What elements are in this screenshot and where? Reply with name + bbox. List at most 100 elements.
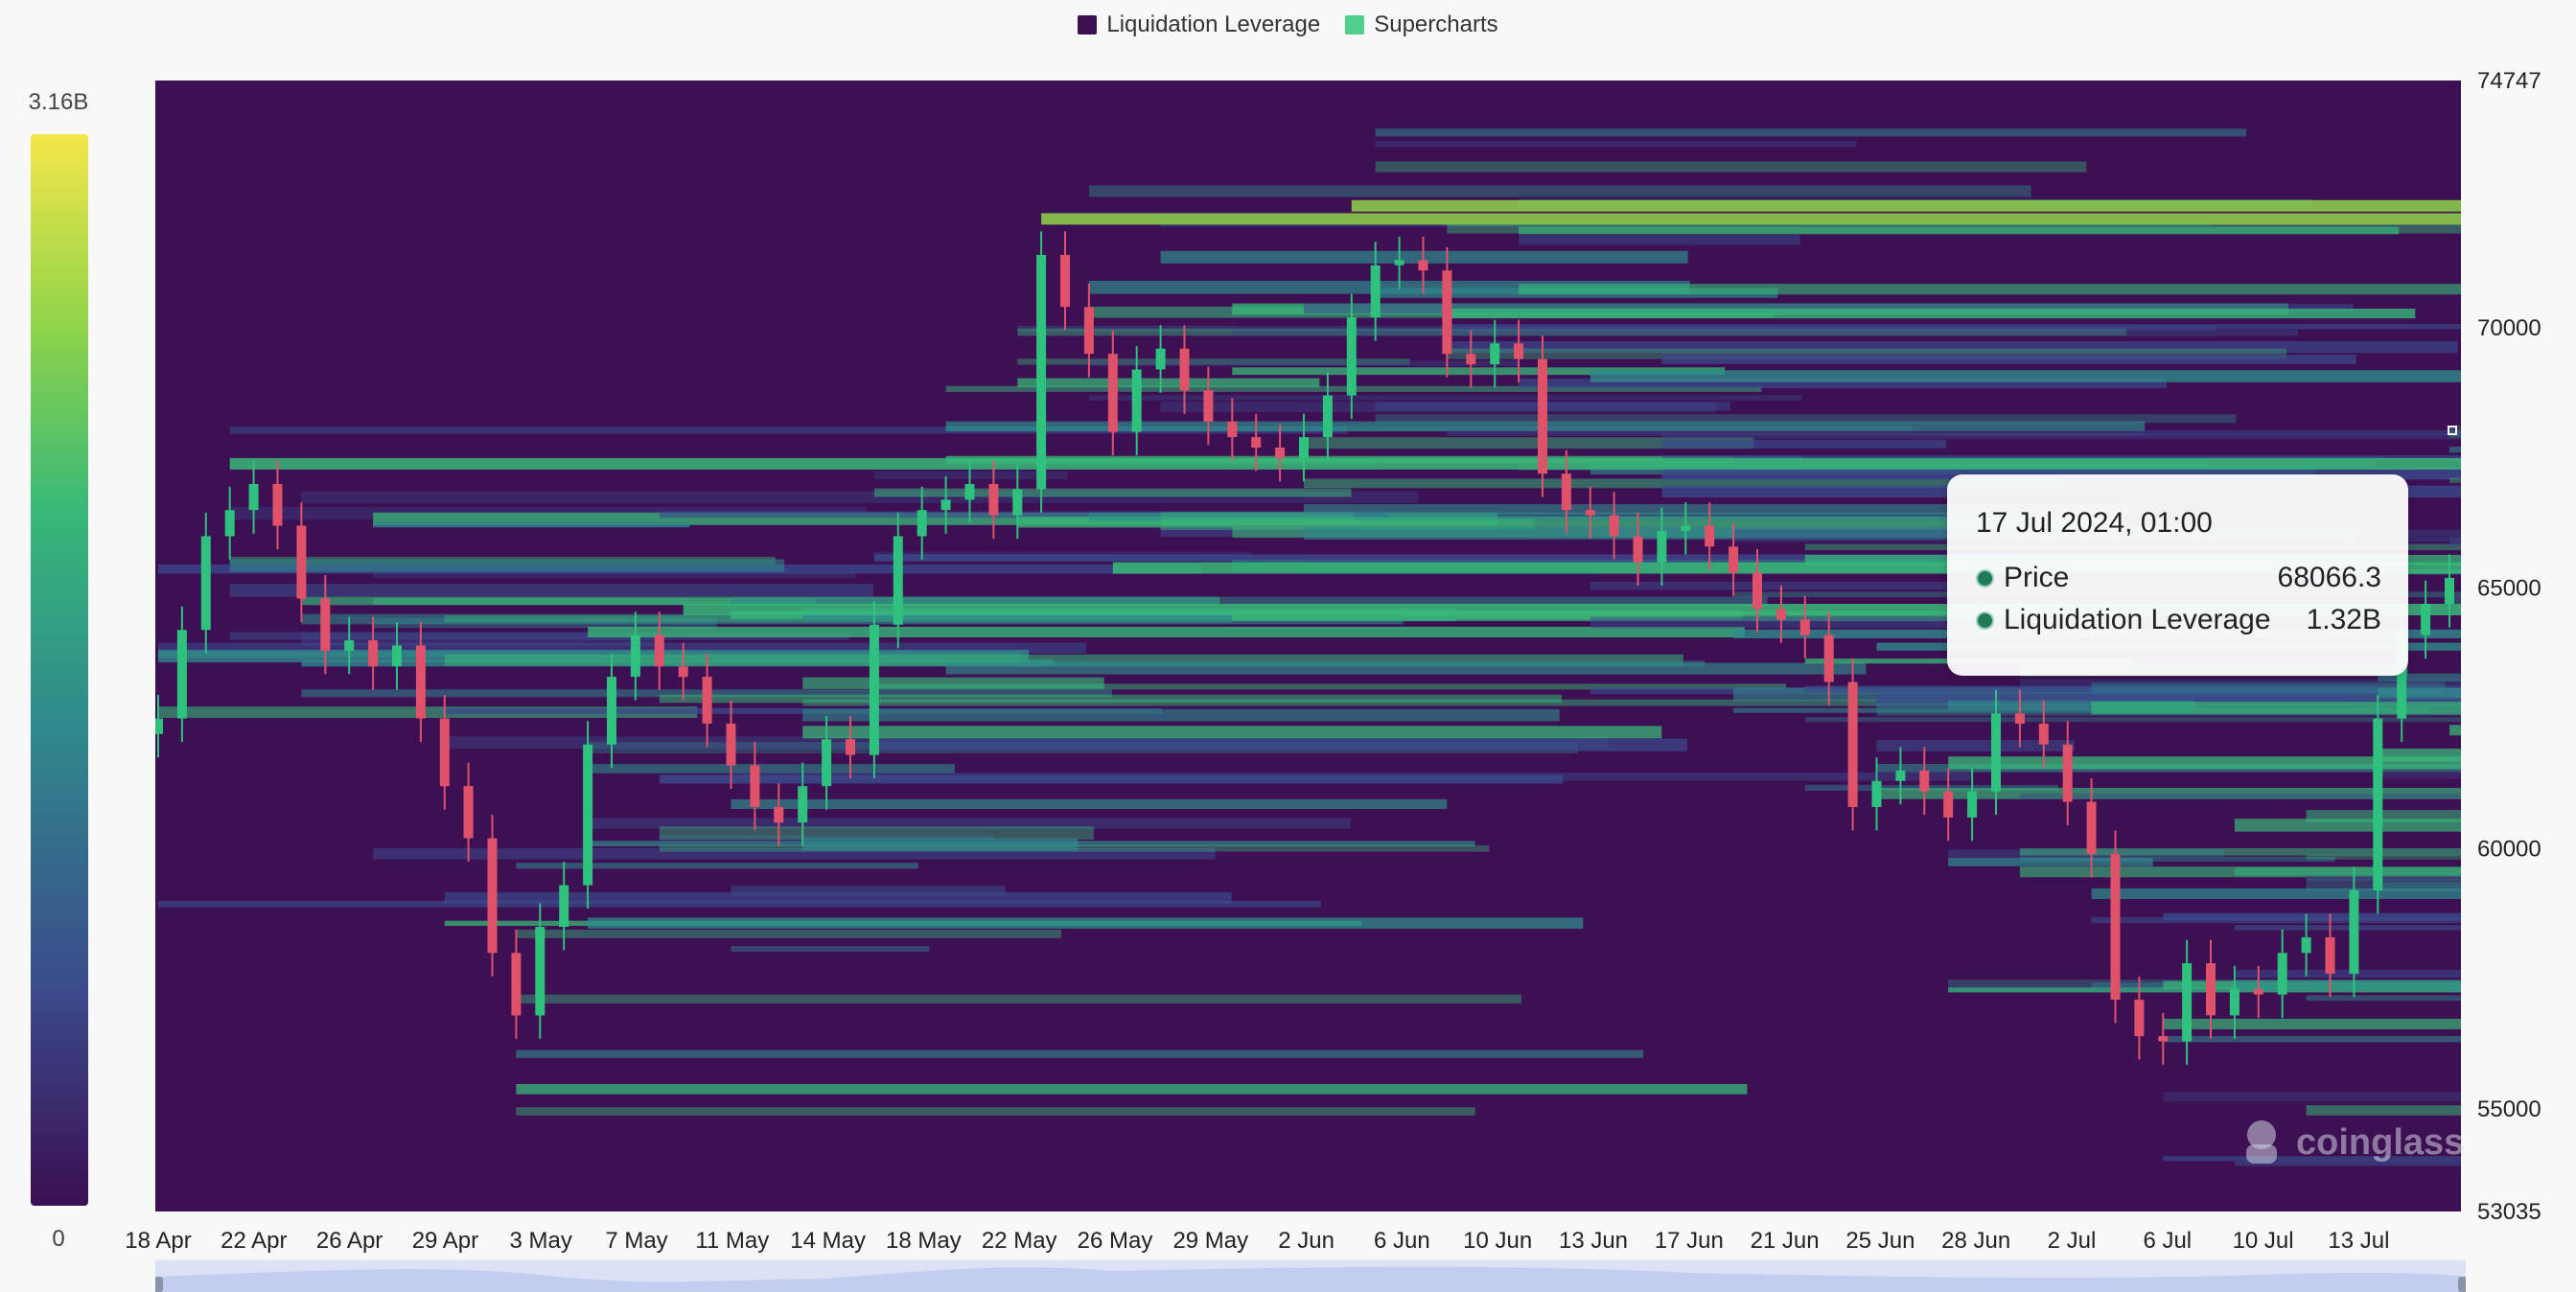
x-tick-label: 7 May xyxy=(605,1228,667,1254)
heatmap-band xyxy=(2091,702,2461,715)
candle-body xyxy=(1847,681,1858,807)
candle-body xyxy=(2206,963,2216,1016)
x-tick-label: 26 May xyxy=(1078,1228,1153,1254)
candle-body xyxy=(869,624,879,755)
heatmap-band xyxy=(1948,756,2461,770)
candle-body xyxy=(1490,343,1500,364)
heatmap-band xyxy=(1661,440,1947,449)
liquidation-dot-icon xyxy=(1976,611,1994,630)
heatmap-band xyxy=(802,708,1560,722)
candle-body xyxy=(415,645,426,719)
heatmap-band xyxy=(1304,504,2129,515)
candle-body xyxy=(248,484,259,511)
heatmap-band xyxy=(2163,1018,2461,1029)
candle-body xyxy=(1012,489,1023,516)
candle-body xyxy=(1418,260,1428,271)
heatmap-band xyxy=(2091,693,2346,700)
y-tick-label: 55000 xyxy=(2477,1096,2541,1122)
heatmap-band xyxy=(2163,1036,2461,1043)
candle-body xyxy=(964,484,975,500)
heatmap-band xyxy=(945,426,1912,432)
heatmap-band xyxy=(2306,810,2461,822)
heatmap-band xyxy=(588,764,955,773)
candle-body xyxy=(155,718,163,734)
heatmap-band xyxy=(2019,848,2461,856)
heatmap-band xyxy=(444,892,1232,904)
candle-body xyxy=(224,510,235,537)
heatmap-band xyxy=(373,847,1216,860)
x-tick-label: 11 May xyxy=(695,1228,769,1254)
candle-body xyxy=(1107,354,1118,432)
legend-swatch-icon xyxy=(1345,15,1365,35)
heatmap-band xyxy=(873,738,1687,751)
tooltip-row-name: Price xyxy=(2004,562,2070,593)
heatmap-band xyxy=(1876,740,2075,751)
heatmap-band xyxy=(2234,867,2461,876)
heatmap-band xyxy=(1232,329,2298,336)
heatmap-band xyxy=(516,1107,1475,1116)
heatmap-band xyxy=(1375,161,2087,173)
heatmap-band xyxy=(873,551,1251,563)
heatmap-band xyxy=(2163,1156,2461,1162)
x-tick-label: 2 Jun xyxy=(1278,1228,1334,1254)
legend-item[interactable]: Liquidation Leverage xyxy=(1078,12,1320,38)
heatmap-band xyxy=(2449,725,2461,736)
candle-body xyxy=(1227,421,1238,438)
candle-body xyxy=(1729,546,1739,573)
heatmap-band xyxy=(1804,784,2059,791)
y-tick-label: 60000 xyxy=(2477,837,2541,863)
heatmap-band xyxy=(1232,611,2033,622)
scroller-left-handle[interactable] xyxy=(155,1277,163,1292)
heatmap-band xyxy=(2019,856,2335,863)
heatmap-band xyxy=(873,683,1786,690)
heatmap-band xyxy=(731,885,1006,896)
candle-body xyxy=(2086,801,2097,854)
candle-body xyxy=(1871,780,1882,807)
candle-body xyxy=(1943,791,1954,818)
colorbar xyxy=(31,134,88,1206)
candle-body xyxy=(344,640,355,651)
heatmap-band xyxy=(873,471,1068,480)
x-tick-label: 6 Jul xyxy=(2143,1228,2192,1254)
candle-body xyxy=(1346,317,1357,396)
heatmap-band xyxy=(2449,597,2461,605)
heatmap-band xyxy=(1519,235,1800,245)
heatmap-bands xyxy=(158,128,2461,1166)
heatmap-band xyxy=(1041,213,2461,225)
candle-body xyxy=(1919,770,1930,792)
candle-body xyxy=(726,724,736,766)
candle-body xyxy=(917,510,927,537)
tooltip-row-value: 68066.3 xyxy=(2277,562,2381,593)
heatmap-band xyxy=(1160,519,1535,531)
heatmap-band xyxy=(1519,226,2400,235)
heatmap-band xyxy=(659,826,1094,840)
x-tick-label: 26 Apr xyxy=(316,1228,383,1254)
chart-legend: Liquidation Leverage Supercharts xyxy=(0,12,2576,38)
crosshair-marker xyxy=(2448,426,2457,435)
candle-body xyxy=(2110,853,2121,1001)
time-range-scroller[interactable] xyxy=(155,1252,2466,1292)
candle-body xyxy=(176,630,187,719)
y-tick-label: 65000 xyxy=(2477,576,2541,602)
x-tick-label: 13 Jun xyxy=(1559,1228,1628,1254)
heatmap-band xyxy=(1088,395,1802,401)
candle-body xyxy=(439,718,450,787)
candle-body xyxy=(1370,265,1381,318)
x-tick-label: 18 Apr xyxy=(125,1228,191,1254)
heatmap-band xyxy=(2306,854,2461,860)
heatmap-band xyxy=(1590,582,2088,590)
heatmap-band xyxy=(1375,414,2237,424)
scroller-right-handle[interactable] xyxy=(2458,1277,2466,1292)
heatmap-band xyxy=(1948,858,2153,866)
candle-body xyxy=(607,677,616,745)
heatmap-band xyxy=(802,726,1662,739)
heatmap-band xyxy=(802,838,1079,851)
x-tick-label: 14 May xyxy=(790,1228,866,1254)
candle-body xyxy=(320,598,331,651)
legend-item[interactable]: Supercharts xyxy=(1345,12,1498,38)
heatmap-band xyxy=(731,772,1971,781)
heatmap-band xyxy=(1351,199,2461,212)
y-tick-label: 74747 xyxy=(2477,68,2541,94)
x-tick-label: 29 Apr xyxy=(412,1228,478,1254)
heatmap-band xyxy=(1160,512,1355,524)
